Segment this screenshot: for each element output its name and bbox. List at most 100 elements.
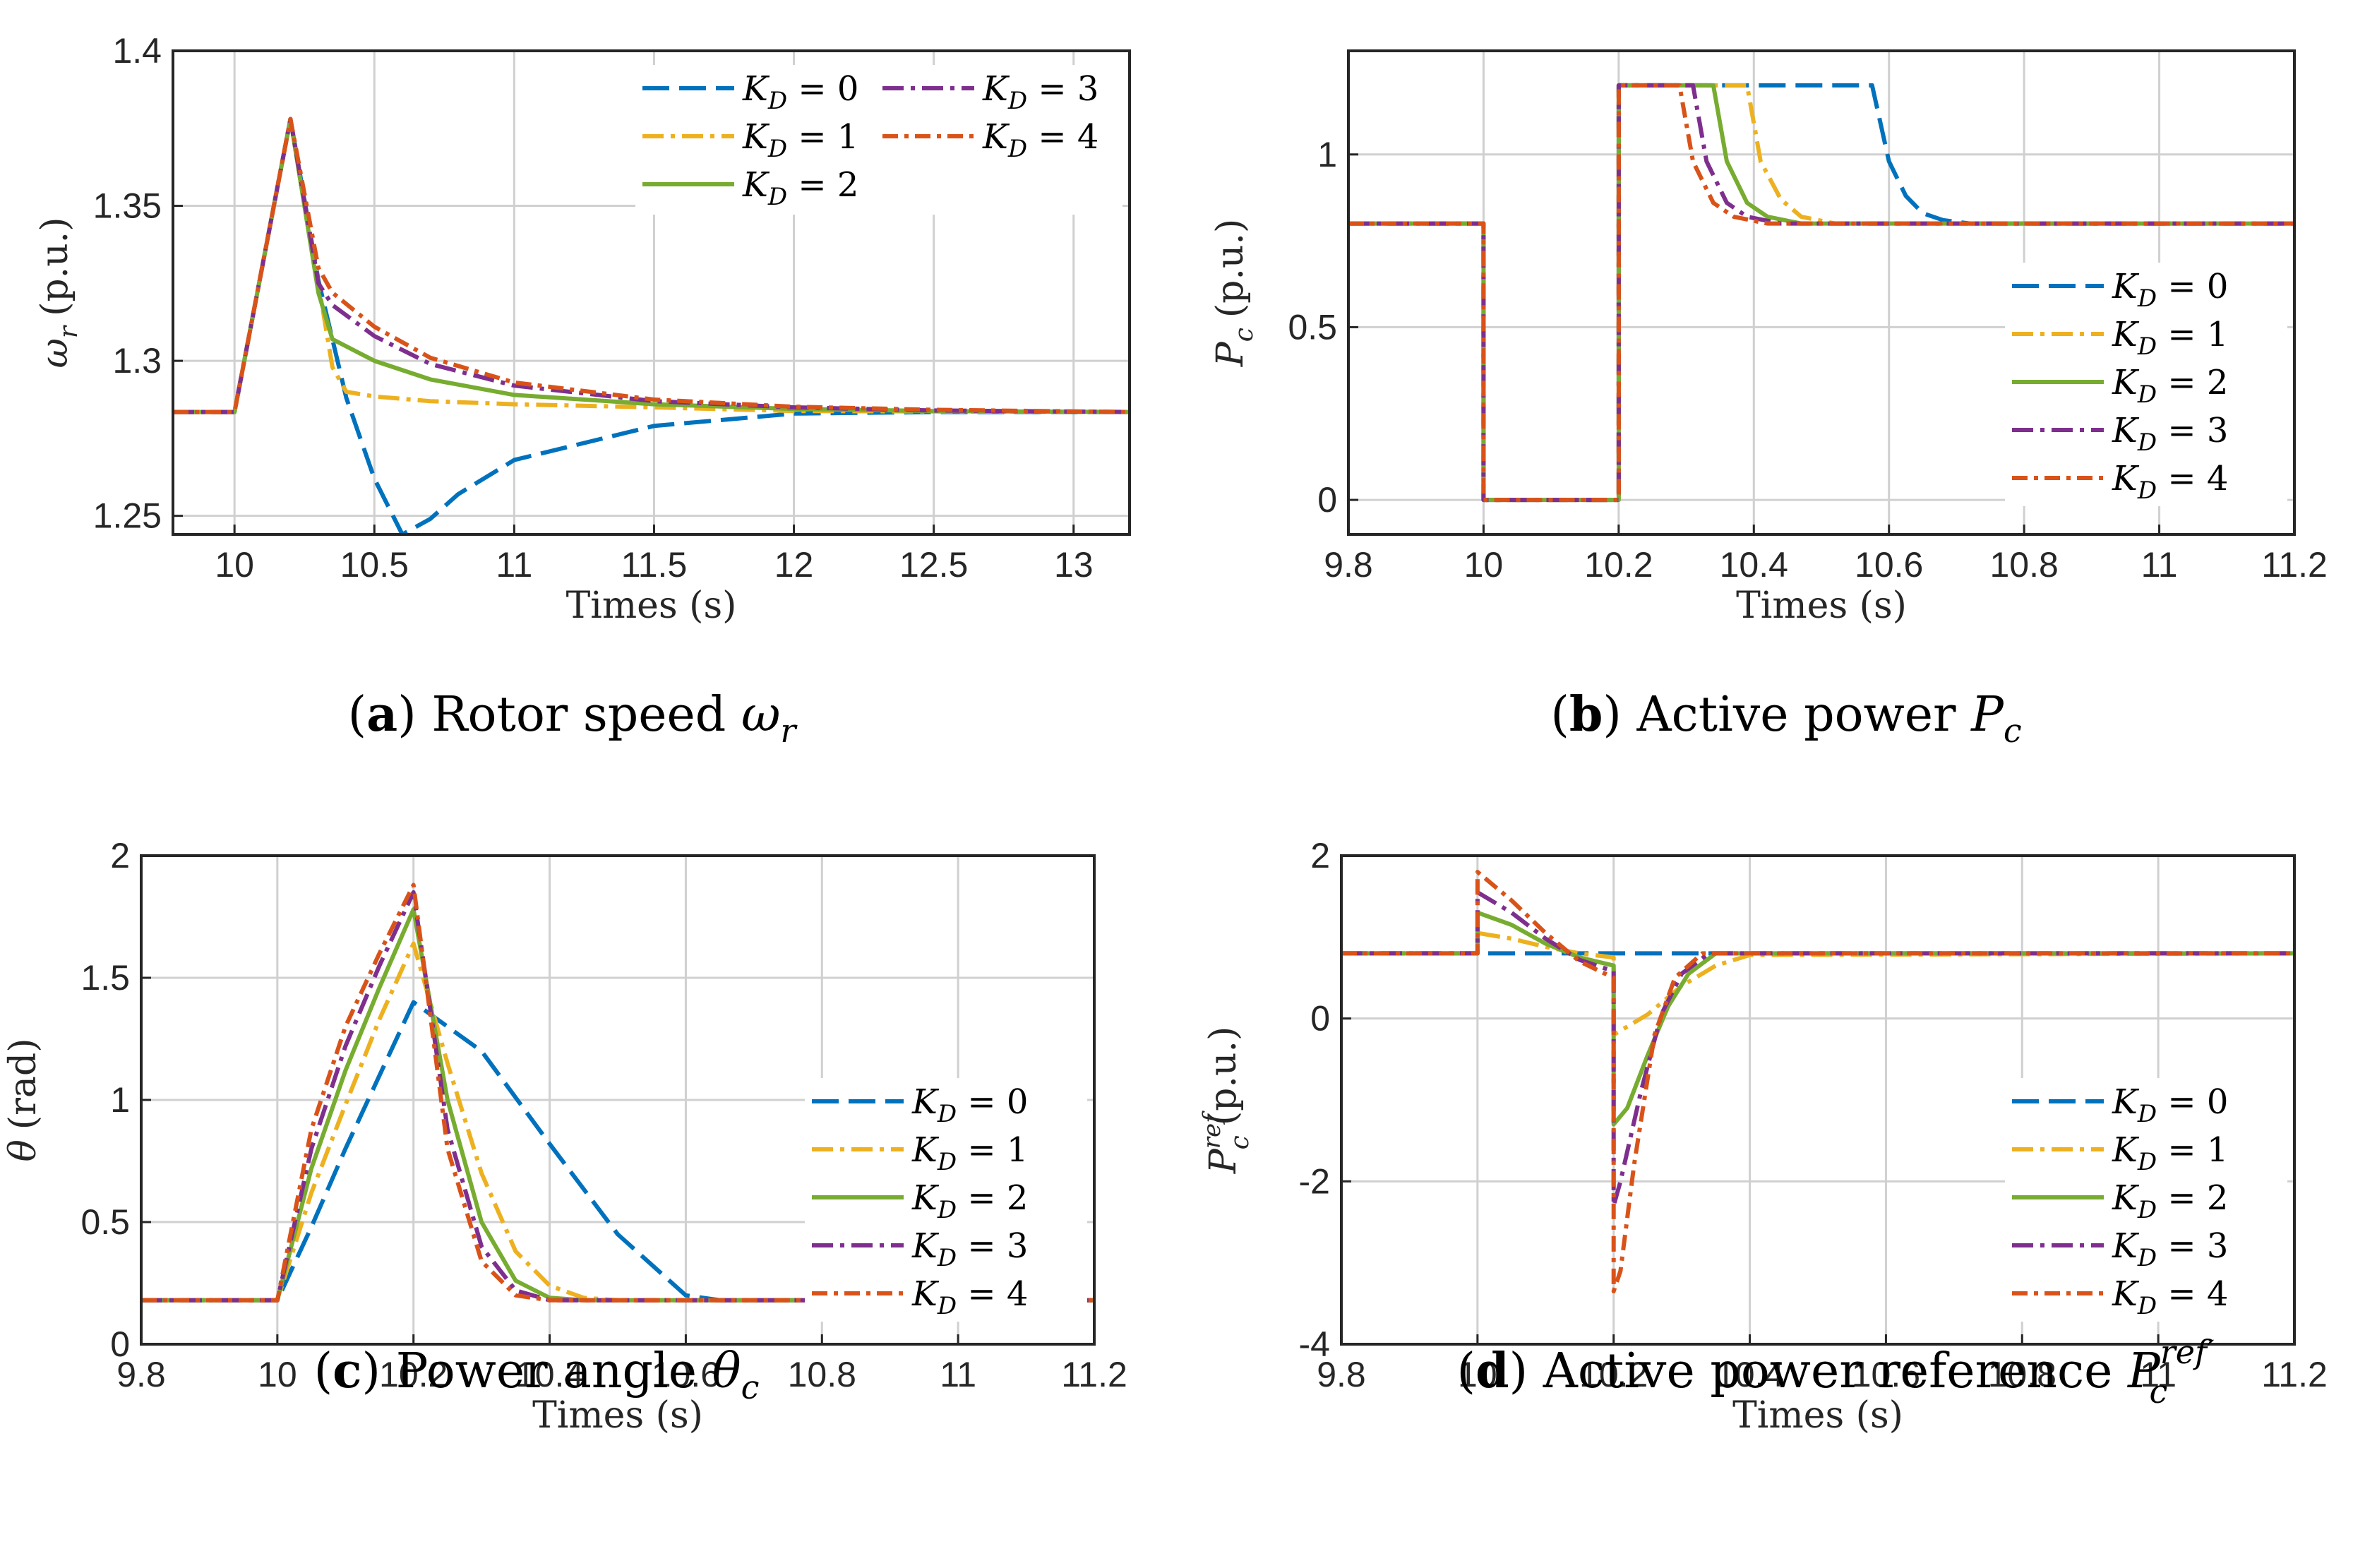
legend: KD = 0KD = 1KD = 2 KD = 3KD = 4 xyxy=(635,65,1122,215)
legend-label-kd-2: KD = 2 xyxy=(742,165,858,211)
legend-label-kd-4: KD = 4 xyxy=(2112,459,2228,505)
panel-caption: (a) Rotor speed ωr xyxy=(348,686,798,750)
x-tick-label: 10.8 xyxy=(1989,545,2058,585)
series-line-kd-3 xyxy=(1341,890,2294,1208)
x-tick-label: 10.2 xyxy=(1579,1355,1648,1394)
x-tick-label: 10.4 xyxy=(1716,1355,1784,1394)
y-axis-label: Pc(p.u.) xyxy=(1209,219,1259,368)
panel-caption: (d) Active power reference Pref′ c xyxy=(1457,1333,2215,1411)
y-tick-label: 0 xyxy=(1310,999,1330,1039)
y-tick-label: -2 xyxy=(1299,1161,1330,1201)
series-line-kd-4 xyxy=(1348,83,2294,503)
y-axis-label: ωr(p.u.) xyxy=(34,217,83,368)
legend-label-kd-0: KD = 0 xyxy=(742,69,858,115)
x-tick-label: 11 xyxy=(496,545,532,585)
legend-label-kd-4: KD = 4 xyxy=(2112,1274,2228,1320)
y-tick-label: 1.35 xyxy=(93,186,162,226)
y-tick-label: 2 xyxy=(110,836,130,875)
panel-a: 10 10.5 11 11.5 12 12.5 13 1.25 1.3 1.35 1.4 Times … xyxy=(34,31,1131,750)
y-axis-label: θ(rad) xyxy=(2,1038,44,1161)
series-line-kd-0 xyxy=(1348,83,2294,503)
panel-c: 9.8 10 10.2 10.4 10.6 10.8 11 11.2 0 0.5 1 1.5 2 Time… xyxy=(2,836,1127,1437)
y-tick-label: 0.5 xyxy=(1288,307,1337,347)
x-tick-label: 12 xyxy=(774,545,814,585)
x-tick-label: 10.2 xyxy=(1584,545,1653,585)
y-tick-label: 0.5 xyxy=(80,1202,130,1242)
x-axis-label: Times (s) xyxy=(1732,1394,1903,1437)
panel-b: 9.8 10 10.2 10.4 10.6 10.8 11 11.2 0 0.5 1 Times (s… xyxy=(1209,49,2328,750)
y-tick-label: 1.3 xyxy=(112,341,162,381)
x-tick-label: 10 xyxy=(258,1355,297,1394)
panel-caption: (b) Active power Pc xyxy=(1550,686,2021,750)
plot-frame xyxy=(1347,49,2296,536)
x-tick-label: 13 xyxy=(1054,545,1094,585)
series-line-kd-0 xyxy=(141,1000,1094,1303)
series-line-kd-1 xyxy=(1341,930,2294,1037)
series-line-kd-3 xyxy=(141,890,1094,1303)
x-tick-label: 10.5 xyxy=(340,545,409,585)
legend: KD = 0KD = 1KD = 2KD = 3KD = 4 xyxy=(805,1078,1087,1322)
x-axis-label: Times (s) xyxy=(566,585,737,627)
legend: KD = 0KD = 1KD = 2KD = 3KD = 4 xyxy=(2005,263,2287,506)
series-line-kd-4 xyxy=(1341,870,2294,1293)
legend-label-kd-1: KD = 1 xyxy=(742,117,858,163)
x-tick-label: 10.4 xyxy=(1720,545,1788,585)
legend-label-kd-3: KD = 3 xyxy=(982,69,1098,115)
series-line-kd-4 xyxy=(173,116,1130,414)
y-tick-label: 0 xyxy=(110,1324,130,1364)
x-tick-label: 11.2 xyxy=(2261,1355,2328,1394)
legend-label-kd-3: KD = 3 xyxy=(2112,1226,2228,1272)
legend-label-kd-4: KD = 4 xyxy=(911,1274,1028,1320)
y-tick-label: 1.5 xyxy=(80,958,130,998)
legend-label-kd-3: KD = 3 xyxy=(2112,411,2228,457)
x-tick-label: 11 xyxy=(940,1355,976,1394)
x-tick-label: 11.2 xyxy=(1061,1355,1127,1394)
x-axis-label: Times (s) xyxy=(532,1394,703,1437)
panel-caption: (c) Power angle θc xyxy=(314,1343,760,1406)
x-tick-label: 10.4 xyxy=(515,1355,584,1394)
x-tick-label: 10.6 xyxy=(652,1355,720,1394)
x-tick-label: 9.8 xyxy=(1317,1355,1366,1394)
y-tick-label: 1.4 xyxy=(112,31,162,71)
x-tick-label: 10.8 xyxy=(788,1355,856,1394)
x-tick-label: 10 xyxy=(1458,1355,1497,1394)
series-line-kd-3 xyxy=(1348,83,2294,503)
legend-label-kd-0: KD = 0 xyxy=(2112,1082,2228,1128)
legend-label-kd-2: KD = 2 xyxy=(2112,363,2228,409)
series-line-kd-4 xyxy=(141,882,1094,1303)
y-tick-label: 0 xyxy=(1317,480,1337,520)
legend: KD = 0KD = 1KD = 2KD = 3KD = 4 xyxy=(2005,1078,2287,1322)
series-line-kd-1 xyxy=(141,941,1094,1303)
legend-label-kd-3: KD = 3 xyxy=(911,1226,1028,1272)
x-axis-label: Times (s) xyxy=(1736,585,1907,627)
plot-frame xyxy=(1340,854,2296,1346)
x-tick-label: 10 xyxy=(215,545,254,585)
legend-label-kd-4: KD = 4 xyxy=(982,117,1098,163)
y-tick-label: 2 xyxy=(1310,836,1330,875)
x-tick-label: 11.5 xyxy=(621,545,688,585)
x-tick-label: 9.8 xyxy=(116,1355,166,1394)
x-tick-label: 10.8 xyxy=(1988,1355,2056,1394)
legend-label-kd-2: KD = 2 xyxy=(2112,1178,2228,1224)
y-tick-label: 1.25 xyxy=(93,496,162,536)
x-tick-label: 11 xyxy=(2140,1355,2177,1394)
plot-frame xyxy=(140,854,1096,1346)
panel-d: 9.8 10 10.2 10.4 10.6 10.8 11 11.2 -4 -2 0 2 Times (… xyxy=(1198,836,2328,1437)
x-tick-label: 10.6 xyxy=(1855,545,1923,585)
legend-label-kd-1: KD = 1 xyxy=(911,1130,1028,1176)
x-tick-label: 10.2 xyxy=(379,1355,448,1394)
legend-label-kd-1: KD = 1 xyxy=(2112,1130,2228,1176)
y-axis-label: Prefc(p.u.) xyxy=(1198,1027,1255,1175)
plot-frame xyxy=(172,49,1131,536)
y-tick-label: 1 xyxy=(1317,135,1337,174)
y-tick-label: -4 xyxy=(1299,1324,1330,1364)
x-tick-label: 10 xyxy=(1464,545,1504,585)
x-tick-label: 10.6 xyxy=(1852,1355,1920,1394)
y-tick-label: 1 xyxy=(110,1080,130,1120)
legend-label-kd-1: KD = 1 xyxy=(2112,315,2228,361)
legend-label-kd-0: KD = 0 xyxy=(2112,267,2228,313)
x-tick-label: 11.2 xyxy=(2261,545,2328,585)
x-tick-label: 12.5 xyxy=(899,545,968,585)
